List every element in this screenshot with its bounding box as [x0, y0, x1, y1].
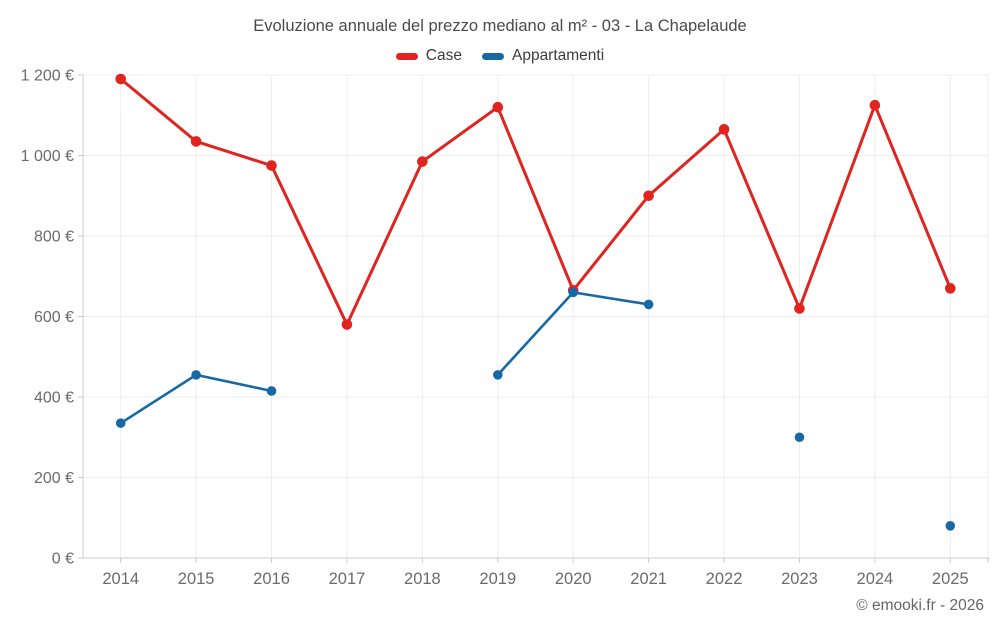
x-axis-label-2015: 2015: [178, 570, 215, 588]
legend-item-case[interactable]: Case: [395, 47, 462, 65]
legend-swatch-appartamenti: [481, 52, 504, 60]
x-axis-label-2020: 2020: [555, 570, 592, 588]
series-line-case: [119, 77, 952, 327]
x-axis-label-2021: 2021: [630, 570, 667, 588]
legend-swatch-case: [395, 52, 418, 60]
x-axis-label-2022: 2022: [706, 570, 743, 588]
data-point-appartamenti-2014[interactable]: [115, 418, 126, 428]
x-axis-label-2014: 2014: [102, 570, 139, 588]
data-point-case-2014[interactable]: [115, 73, 127, 85]
x-axis-label-2016: 2016: [253, 570, 290, 588]
y-axis-label-200: 200 €: [34, 470, 74, 487]
legend-label-appartamenti: Appartamenti: [511, 47, 605, 64]
data-point-case-2023[interactable]: [794, 303, 805, 314]
x-axis-label-2019: 2019: [479, 570, 516, 588]
copyright: © emooki.fr - 2026: [856, 597, 984, 614]
y-axis-label-1000: 1 000 €: [21, 148, 74, 165]
data-point-case-2018[interactable]: [417, 156, 428, 167]
data-point-case-2025[interactable]: [944, 283, 956, 294]
data-point-case-2024[interactable]: [869, 99, 881, 111]
x-axis-label-2025: 2025: [932, 570, 969, 588]
x-axis-label-2018: 2018: [404, 570, 441, 588]
data-point-appartamenti-2021[interactable]: [643, 299, 654, 310]
data-point-appartamenti-2015[interactable]: [191, 370, 201, 380]
legend-item-appartamenti[interactable]: Appartamenti: [481, 47, 605, 65]
legend: Case Appartamenti: [0, 47, 1000, 65]
y-axis-label-600: 600 €: [34, 309, 74, 326]
x-axis-label-2023: 2023: [781, 570, 818, 588]
y-axis-label-400: 400 €: [34, 390, 74, 407]
data-point-case-2015[interactable]: [190, 136, 202, 147]
x-axis-label-2024: 2024: [857, 570, 894, 588]
data-point-case-2019[interactable]: [492, 101, 504, 113]
y-axis-label-800: 800 €: [34, 229, 74, 246]
data-point-case-2022[interactable]: [718, 124, 730, 135]
y-axis-label-0: 0 €: [52, 551, 74, 568]
data-point-case-2021[interactable]: [643, 190, 654, 202]
data-point-appartamenti-2023[interactable]: [794, 432, 805, 443]
legend-label-case: Case: [425, 47, 462, 64]
data-point-appartamenti-2019[interactable]: [492, 370, 503, 380]
data-point-appartamenti-2025[interactable]: [945, 521, 956, 531]
x-axis-label-2017: 2017: [329, 570, 366, 588]
data-point-case-2017[interactable]: [341, 319, 353, 330]
data-point-appartamenti-2016[interactable]: [266, 386, 277, 396]
y-axis-label-1200: 1 200 €: [21, 68, 74, 85]
data-point-case-2016[interactable]: [266, 160, 277, 171]
data-point-appartamenti-2020[interactable]: [568, 287, 579, 298]
chart-title: Evoluzione annuale del prezzo mediano al…: [253, 17, 747, 35]
